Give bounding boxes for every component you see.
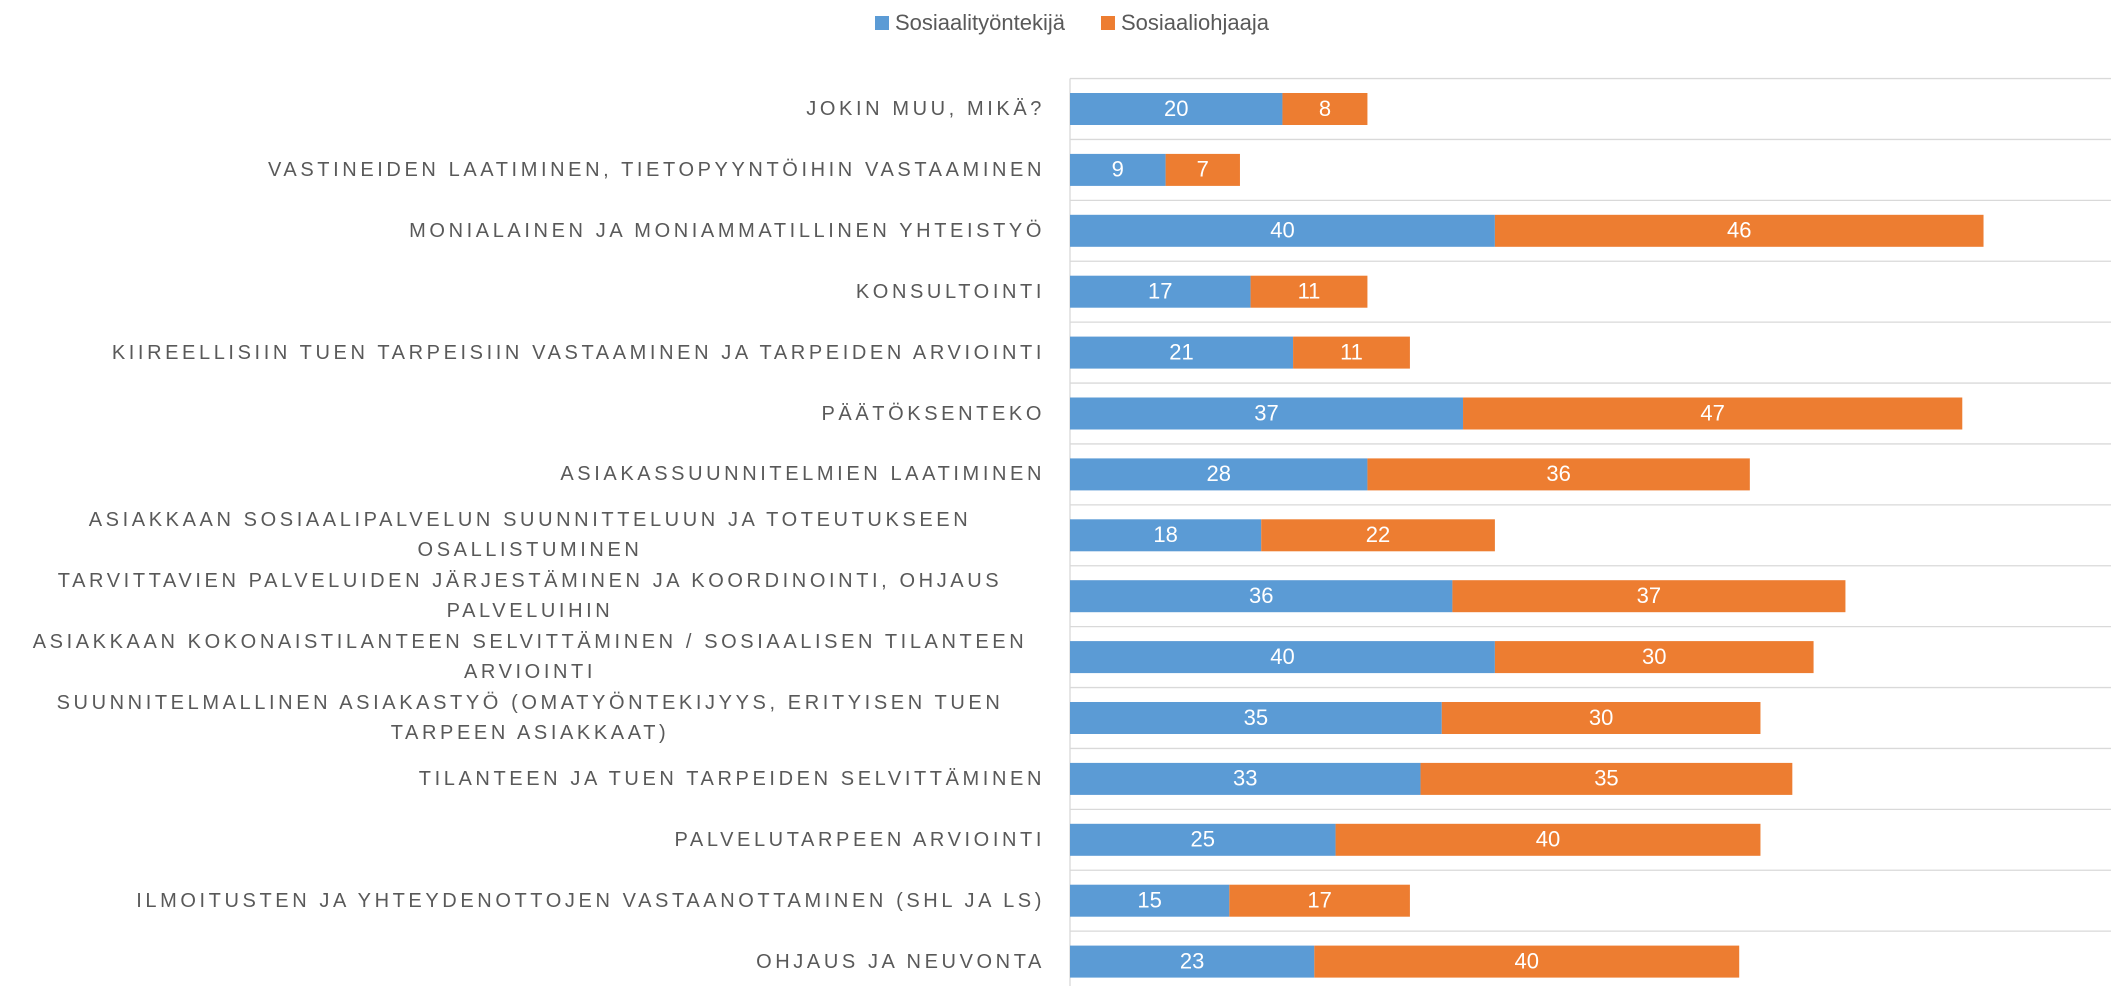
legend-swatch (1100, 16, 1115, 30)
data-label: 36 (1249, 583, 1273, 608)
y-tick-label: PALVELUTARPEEN ARVIOINTI (674, 828, 1045, 851)
bar-segment (1165, 153, 1240, 186)
y-tick-label: KONSULTOINTI (855, 280, 1045, 303)
bar-segment (1070, 641, 1495, 674)
data-label: 22 (1366, 522, 1390, 547)
y-tick-label: ASIAKKAAN KOKONAISTILANTEEN SELVITTÄMINE… (32, 631, 1028, 684)
bar-segment (1250, 275, 1368, 308)
legend-label: Sosiaaliohjaaja (1121, 10, 1270, 35)
bar-segment (1452, 580, 1846, 613)
data-label: 21 (1169, 339, 1193, 364)
bar-segment (1367, 458, 1750, 491)
y-tick-label: PÄÄTÖKSENTEKO (821, 402, 1045, 425)
data-label: 37 (1254, 400, 1278, 425)
data-label: 40 (1536, 827, 1560, 852)
bar-segment (1070, 519, 1262, 552)
data-label: 47 (1700, 400, 1724, 425)
y-tick-label: ASIAKKAAN SOSIAALIPALVELUN SUUNNITTELUUN… (88, 509, 972, 562)
y-tick-label: TILANTEEN JA TUEN TARPEIDEN SELVITTÄMINE… (418, 767, 1045, 790)
bar-segment (1070, 214, 1495, 247)
data-label: 40 (1270, 218, 1294, 243)
bar-segment (1070, 702, 1442, 734)
data-label: 11 (1340, 339, 1363, 364)
bar-segment (1494, 214, 1984, 247)
data-label: 7 (1197, 157, 1209, 182)
y-tick-label: KIIREELLISIIN TUEN TARPEISIIN VASTAAMINE… (111, 341, 1045, 364)
y-tick-label: MONIALAINEN JA MONIAMMATILLINEN YHTEISTY… (409, 219, 1045, 242)
bar-segment (1463, 397, 1963, 430)
y-tick-label: ASIAKASSUUNNITELMIEN LAATIMINEN (560, 463, 1045, 486)
data-label: 17 (1307, 888, 1331, 913)
data-label: 35 (1244, 705, 1268, 730)
bar-segment (1441, 702, 1761, 734)
data-label: 28 (1206, 461, 1230, 486)
bar-segment (1070, 93, 1283, 125)
bar-segment (1261, 519, 1495, 552)
y-tick-label: ILMOITUSTEN JA YHTEYDENOTTOJEN VASTAANOT… (136, 889, 1045, 912)
data-label: 46 (1727, 218, 1751, 243)
data-label: 40 (1270, 644, 1294, 669)
legend-swatch (875, 16, 889, 30)
data-label: 20 (1164, 96, 1188, 121)
bar-segment (1494, 641, 1814, 674)
bar-segment (1293, 336, 1410, 369)
data-label: 23 (1180, 948, 1204, 973)
bar-segment (1070, 458, 1368, 491)
data-label: 17 (1148, 279, 1172, 304)
data-label: 33 (1233, 766, 1257, 791)
data-label: 30 (1589, 705, 1613, 730)
data-label: 30 (1642, 644, 1666, 669)
bar-segment (1420, 762, 1793, 795)
data-label: 8 (1319, 96, 1331, 121)
data-label: 40 (1515, 948, 1539, 973)
bar-segment (1314, 945, 1740, 978)
data-label: 9 (1112, 157, 1124, 182)
data-label: 25 (1191, 827, 1215, 852)
data-label: 15 (1137, 888, 1161, 913)
bar-segment (1070, 823, 1336, 856)
bar-segment (1070, 397, 1464, 430)
y-tick-label: TARVITTAVIEN PALVELUIDEN JÄRJESTÄMINEN J… (57, 570, 1003, 623)
category-labels: JOKIN MUU, MIKÄ? VASTINEIDEN LAATIMINEN, … (15, 0, 1045, 986)
data-label: 37 (1637, 583, 1661, 608)
bar-segment (1335, 823, 1761, 856)
legend-label: Sosiaalityöntekijä (895, 10, 1066, 35)
data-label: 11 (1298, 279, 1321, 304)
bar-segment (1070, 275, 1251, 308)
bar-segment (1070, 336, 1294, 369)
bar-segment (1070, 153, 1166, 186)
bar-segment (1070, 884, 1230, 917)
bar-segment (1282, 93, 1368, 125)
bar-segment (1070, 580, 1453, 613)
bar-segment (1229, 884, 1410, 917)
y-tick-label: SUUNNITELMALLINEN ASIAKASTYÖ (OMATYÖNTEK… (56, 692, 1004, 744)
y-tick-label: OHJAUS JA NEUVONTA (756, 950, 1045, 973)
bar-segment (1070, 762, 1421, 795)
data-label: 35 (1594, 766, 1618, 791)
y-tick-label: JOKIN MUU, MIKÄ? (806, 98, 1045, 120)
data-label: 36 (1546, 461, 1570, 486)
data-label: 18 (1153, 522, 1177, 547)
y-tick-label: VASTINEIDEN LAATIMINEN, TIETOPYYNTÖIHIN … (267, 158, 1045, 181)
bar-segment (1070, 945, 1315, 978)
